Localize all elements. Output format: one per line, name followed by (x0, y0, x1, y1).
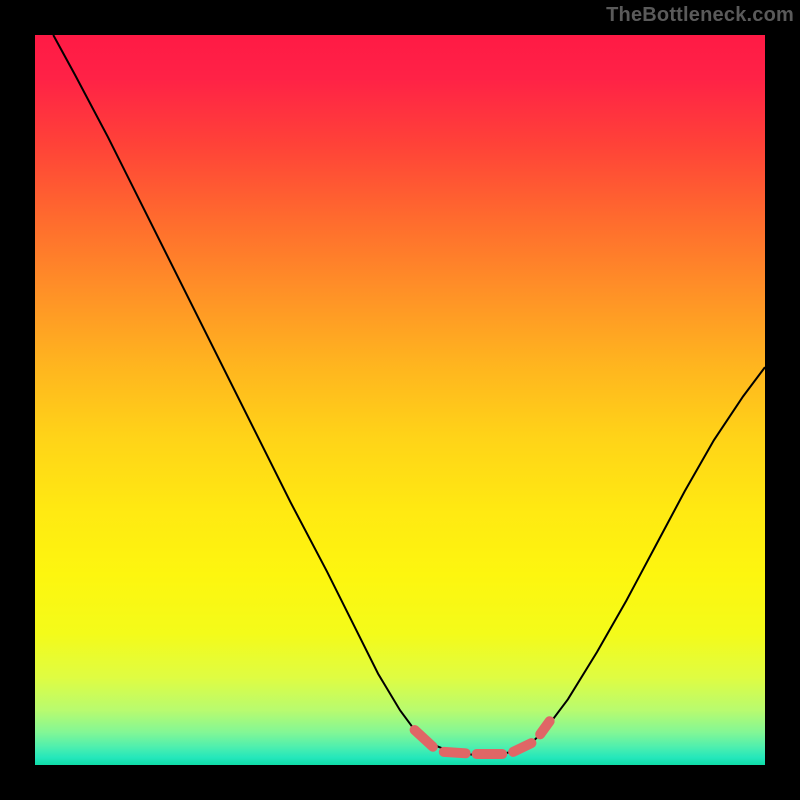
bottleneck-chart (0, 0, 800, 800)
optimal-dash (444, 752, 466, 753)
watermark-text: TheBottleneck.com (606, 4, 794, 27)
gradient-background (35, 35, 765, 765)
chart-frame: TheBottleneck.com (0, 0, 800, 800)
